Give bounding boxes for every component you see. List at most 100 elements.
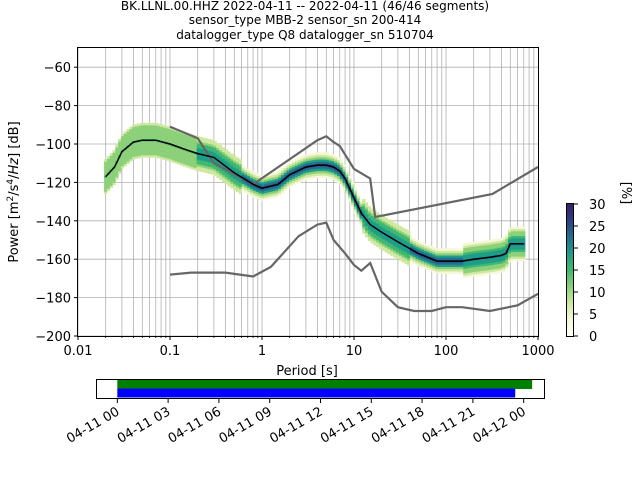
psd-cell (466, 263, 470, 267)
psd-cell (132, 124, 136, 128)
psd-cell (466, 254, 470, 257)
psd-cell (148, 125, 153, 128)
psd-cell (466, 242, 470, 246)
psd-cell (109, 173, 113, 177)
psd-cell (496, 256, 501, 260)
psd-cell (390, 241, 394, 245)
psd-cell (303, 163, 307, 167)
psd-cell (157, 153, 161, 157)
psd-cell (376, 244, 380, 248)
psd-cell (435, 271, 439, 274)
psd-cell (367, 213, 372, 216)
psd-cell (477, 245, 481, 249)
psd-cell (224, 158, 228, 162)
psd-cell (258, 176, 262, 180)
psd-cell (241, 170, 245, 173)
y-tick-label: −60 (44, 61, 71, 76)
psd-cell (457, 255, 461, 258)
psd-cell (269, 191, 273, 195)
psd-cell (440, 248, 444, 251)
psd-cell (404, 229, 408, 232)
psd-cell (300, 162, 304, 166)
psd-cell (126, 154, 130, 157)
psd-cell (452, 248, 456, 251)
psd-cell (311, 173, 315, 177)
psd-cell (522, 226, 526, 230)
psd-cell (252, 190, 256, 194)
psd-cell (482, 265, 487, 269)
psd-cell (244, 185, 248, 189)
psd-cell (303, 168, 307, 172)
psd-cell (418, 250, 422, 254)
psd-cell (440, 264, 444, 268)
psd-cell (437, 255, 442, 258)
psd-cell (221, 161, 226, 164)
psd-cell (109, 166, 113, 170)
psd-cell (379, 244, 383, 247)
psd-cell (353, 187, 358, 191)
psd-cell (308, 174, 313, 177)
psd-cell (482, 254, 487, 257)
psd-cell (123, 145, 127, 148)
psd-cell (480, 266, 484, 269)
psd-cell (359, 199, 363, 203)
psd-cell (336, 175, 341, 179)
psd-cell (393, 222, 397, 226)
psd-cell (449, 248, 453, 251)
psd-cell (393, 254, 397, 258)
psd-cell (317, 168, 321, 172)
psd-cell (409, 239, 414, 242)
psd-cell (488, 249, 492, 252)
psd-cell (193, 144, 198, 148)
psd-cell (235, 166, 240, 170)
psd-cell (177, 131, 181, 135)
psd-cell (219, 168, 223, 171)
psd-cell (395, 233, 400, 237)
psd-cell (409, 241, 414, 244)
psd-cell (227, 172, 231, 175)
psd-cell (199, 150, 203, 154)
psd-cell (188, 158, 192, 162)
psd-cell (471, 274, 475, 277)
psd-cell (126, 156, 130, 160)
psd-cell (275, 171, 279, 175)
psd-cell (292, 160, 296, 163)
psd-cell (230, 162, 234, 166)
psd-cell (404, 261, 408, 264)
psd-cell (129, 147, 133, 151)
psd-cell (390, 243, 394, 247)
psd-cell (412, 252, 416, 255)
psd-cell (123, 161, 127, 164)
psd-cell (275, 178, 279, 182)
psd-cell (342, 185, 346, 188)
psd-cell (308, 158, 313, 161)
psd-cell (238, 186, 242, 190)
psd-cell (331, 156, 335, 159)
psd-cell (151, 143, 155, 147)
psd-cell (496, 270, 501, 274)
psd-cell (112, 177, 116, 181)
psd-cell (390, 250, 394, 254)
psd-cell (224, 160, 228, 164)
psd-cell (266, 178, 271, 182)
psd-cell (104, 175, 108, 178)
psd-cell (468, 244, 473, 248)
psd-cell (126, 138, 130, 141)
psd-cell (160, 138, 164, 141)
psd-cell (188, 161, 192, 164)
psd-cell (272, 181, 276, 185)
psd-cell (482, 261, 487, 264)
psd-cell (185, 157, 189, 161)
psd-cell (446, 252, 450, 256)
psd-cell (491, 253, 495, 256)
psd-cell (258, 197, 262, 201)
psd-cell (112, 175, 116, 179)
psd-cell (168, 140, 172, 144)
psd-cell (376, 216, 380, 220)
psd-cell (255, 196, 259, 199)
psd-cell (118, 164, 122, 167)
psd-cell (146, 145, 150, 149)
psd-cell (300, 156, 304, 159)
psd-cell (376, 221, 380, 225)
psd-cell (331, 177, 335, 180)
